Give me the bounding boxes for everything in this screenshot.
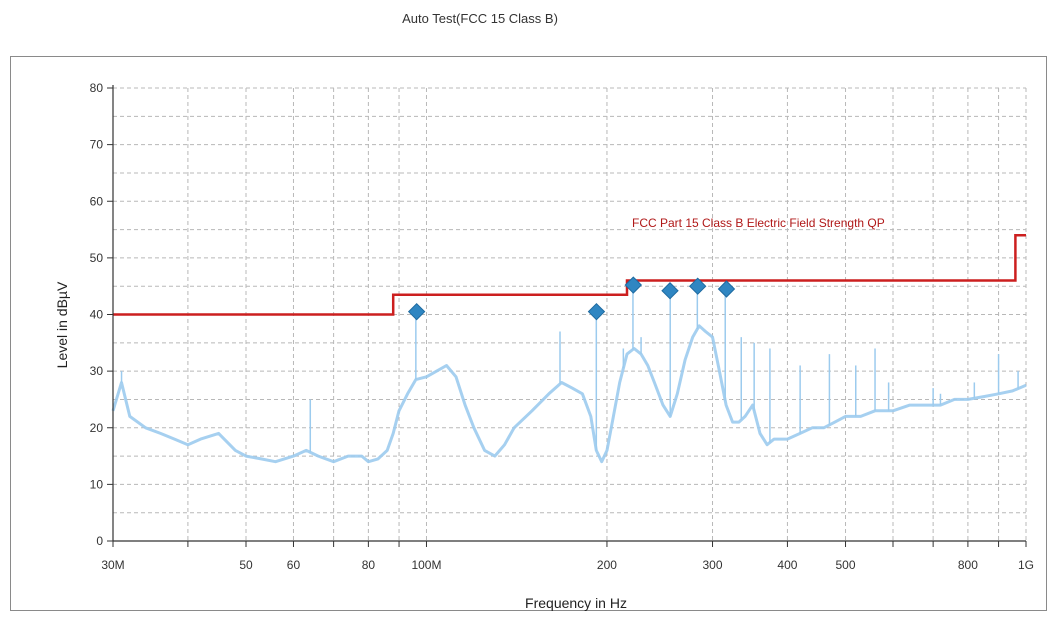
x-tick-label: 50 [239, 558, 253, 572]
x-tick-label: 500 [836, 558, 856, 572]
y-tick-label: 10 [90, 477, 104, 491]
measurement-trace [111, 286, 1027, 464]
peak-marker [688, 277, 707, 295]
peak-marker [407, 302, 426, 321]
x-tick-label: 80 [362, 558, 376, 572]
axes: 0 10 20 30 40 50 60 70 80 30M 50 60 80 100M 200 300 400 5… [90, 81, 1034, 572]
y-tick-label: 40 [90, 308, 104, 322]
y-tick-label: 0 [96, 534, 103, 548]
y-tick-label: 80 [90, 81, 104, 95]
spectrum-trace [111, 324, 1027, 464]
x-tick-label: 200 [597, 558, 617, 572]
peak-marker [717, 280, 736, 298]
peak-marker [661, 282, 679, 300]
x-tick-label: 800 [958, 558, 978, 572]
y-tick-label: 30 [90, 364, 104, 378]
x-tick-label: 300 [703, 558, 723, 572]
x-axis-label: Frequency in Hz [525, 595, 627, 611]
x-tick-label: 60 [287, 558, 301, 572]
y-tick-label: 20 [90, 421, 104, 435]
limit-line-label: FCC Part 15 Class B Electric Field Stren… [632, 216, 885, 230]
x-tick-label: 1G [1018, 558, 1034, 572]
y-tick-label: 70 [90, 138, 104, 152]
fcc-limit-line [113, 233, 1026, 316]
x-tick-label: 400 [777, 558, 797, 572]
y-tick-label: 60 [90, 194, 104, 208]
peak-markers [407, 276, 736, 321]
peak-marker [624, 276, 643, 294]
x-tick-label: 30M [101, 558, 124, 572]
chart-frame [10, 56, 1047, 611]
peak-marker [587, 302, 606, 321]
y-tick-label: 50 [90, 251, 104, 265]
chart-title: Auto Test(FCC 15 Class B) [402, 11, 558, 26]
y-axis-label: Level in dBµV [54, 281, 70, 368]
limit-line [113, 233, 1026, 316]
x-tick-label: 100M [411, 558, 441, 572]
